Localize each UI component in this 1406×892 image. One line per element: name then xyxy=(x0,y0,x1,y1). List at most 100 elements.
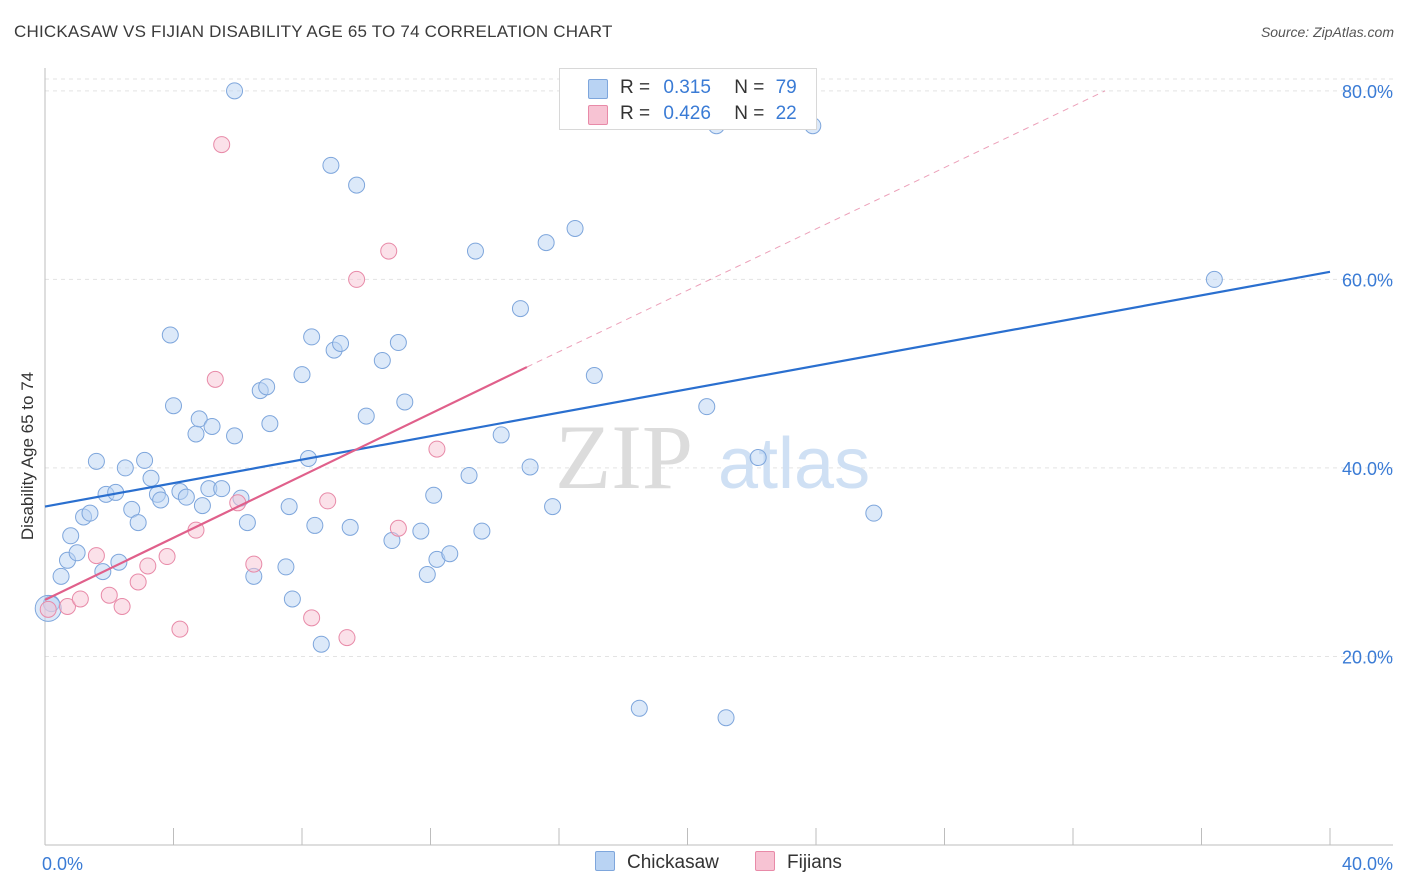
fijians-point xyxy=(39,600,57,618)
chickasaw-point xyxy=(203,417,221,435)
chickasaw-point xyxy=(698,398,716,416)
fijians-point xyxy=(428,440,446,458)
y-axis-label: Disability Age 65 to 74 xyxy=(18,371,37,541)
chickasaw-point xyxy=(303,328,321,346)
chickasaw-point xyxy=(341,518,359,536)
watermark-zip: ZIP xyxy=(555,406,693,508)
chickasaw-point xyxy=(161,326,179,344)
chickasaw-point xyxy=(62,527,80,545)
fijians-point xyxy=(380,242,398,260)
fijians-point xyxy=(213,136,231,154)
chickasaw-point xyxy=(116,459,134,477)
fijians-point xyxy=(338,629,356,647)
chickasaw-point xyxy=(152,491,170,509)
chickasaw-point xyxy=(165,397,182,415)
fijians-point xyxy=(71,590,89,608)
legend-item-fijians[interactable]: Fijians xyxy=(755,851,842,874)
r-label: R = xyxy=(620,77,651,98)
y-tick-label: 40.0% xyxy=(1342,459,1393,479)
fijians-point xyxy=(348,270,366,288)
legend-item-chickasaw[interactable]: Chickasaw xyxy=(595,851,719,874)
fijians-point xyxy=(303,609,321,627)
watermark: ZIP atlas xyxy=(555,406,870,508)
fijians-point xyxy=(129,573,147,591)
trend-lines xyxy=(44,90,1331,601)
fijians-point xyxy=(87,547,105,565)
chickasaw-point xyxy=(142,469,160,487)
chickasaw-point xyxy=(418,565,436,583)
source-label: Source: ZipAtlas.com xyxy=(1260,24,1394,40)
chickasaw-point xyxy=(425,486,443,504)
chickasaw-point xyxy=(544,498,562,516)
chickasaw-point xyxy=(136,451,154,469)
chickasaw-point xyxy=(466,242,484,260)
chickasaw-point xyxy=(213,480,231,498)
chickasaw-swatch xyxy=(588,79,608,99)
chickasaw-r-value: 0.315 xyxy=(663,77,711,98)
fijians-point xyxy=(100,586,118,604)
fijians-point xyxy=(58,598,76,616)
chickasaw-point xyxy=(492,426,510,444)
chickasaw-point xyxy=(749,449,767,467)
y-tick-label: 60.0% xyxy=(1342,270,1393,290)
r-label: R = xyxy=(620,103,651,124)
chickasaw-point xyxy=(306,516,324,534)
chickasaw-point xyxy=(373,351,391,369)
x-tick-label: 40.0% xyxy=(1342,854,1393,874)
chickasaw-point xyxy=(87,452,105,470)
chickasaw-point xyxy=(190,410,208,428)
correlation-legend: R = 0.315 N = 79 R = 0.426 N = 22 xyxy=(559,68,817,130)
chickasaw-n-value: 79 xyxy=(775,77,797,98)
chickasaw-point xyxy=(283,590,301,608)
fijians-point xyxy=(206,370,224,388)
gridlines xyxy=(45,78,1393,657)
legend-chickasaw-label: Chickasaw xyxy=(627,852,719,873)
chickasaw-point xyxy=(261,415,279,433)
fijians-r-value: 0.426 xyxy=(663,103,711,124)
y-tick-label: 20.0% xyxy=(1342,647,1393,667)
chickasaw-point xyxy=(312,635,330,653)
fijians-trend-line xyxy=(44,366,528,601)
chickasaw-point xyxy=(566,219,584,237)
watermark-atlas: atlas xyxy=(718,424,870,504)
chickasaw-point xyxy=(521,458,539,476)
chickasaw-point xyxy=(389,334,407,352)
chickasaw-point xyxy=(348,176,366,194)
fijians-trend-extrapolation xyxy=(526,90,1106,368)
chickasaw-point xyxy=(226,82,244,100)
fijians-point xyxy=(171,620,189,638)
chickasaw-point xyxy=(81,504,99,522)
chickasaw-point xyxy=(460,466,478,484)
chickasaw-point xyxy=(68,544,86,562)
chickasaw-point xyxy=(717,709,735,727)
chickasaw-point xyxy=(441,545,459,563)
chickasaw-trend-line xyxy=(44,270,1331,508)
fijians-swatch xyxy=(755,851,775,871)
chickasaw-point xyxy=(865,504,883,522)
fijians-point xyxy=(389,519,407,537)
chickasaw-swatch xyxy=(595,851,615,871)
chickasaw-point xyxy=(258,378,276,396)
chickasaw-point xyxy=(238,514,256,532)
chickasaw-point xyxy=(293,366,311,384)
chickasaw-point xyxy=(277,558,295,576)
chickasaw-point xyxy=(537,234,555,252)
y-tick-label: 80.0% xyxy=(1342,82,1393,102)
fijians-point xyxy=(113,598,131,616)
chart-title: CHICKASAW VS FIJIAN DISABILITY AGE 65 TO… xyxy=(14,22,613,41)
chickasaw-point xyxy=(52,567,70,585)
fijians-point xyxy=(319,492,337,510)
fijians-point xyxy=(158,548,176,566)
chickasaw-points xyxy=(34,82,1223,727)
chickasaw-point xyxy=(1205,270,1223,288)
chickasaw-point xyxy=(412,522,430,540)
x-tick-label: 0.0% xyxy=(42,854,83,874)
chickasaw-point xyxy=(187,425,205,443)
chickasaw-point xyxy=(396,393,414,411)
legend-fijians-label: Fijians xyxy=(787,852,842,873)
chickasaw-point xyxy=(511,300,529,318)
chickasaw-point xyxy=(357,407,375,425)
n-label: N = xyxy=(734,77,765,98)
chickasaw-point xyxy=(129,514,147,532)
